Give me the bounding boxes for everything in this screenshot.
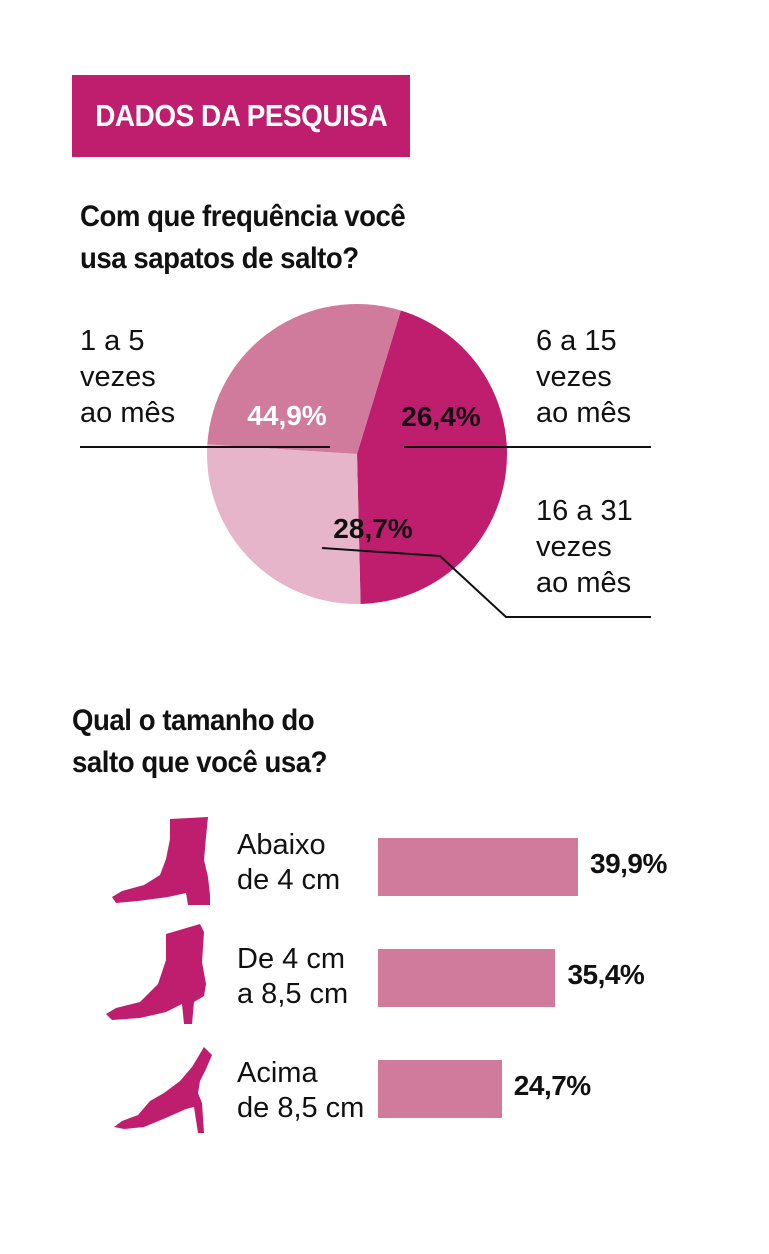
ankle-boot-icon [112,817,210,905]
leader-line-3 [321,547,651,618]
title-banner: DADOS DA PESQUISA [72,75,410,157]
bar-question: Qual o tamanho do salto que você usa? [72,700,328,784]
high-boot-icon [106,924,206,1024]
pie-label-3-line-2: vezes [536,531,612,563]
pie-value-label-2: 26,4% [401,401,480,432]
bar-category-1-line-2: de 4 cm [237,864,341,896]
pie-question-line-2: usa sapatos de salto? [80,242,359,275]
stiletto-icon [114,1047,212,1133]
bar-category-3-line-2: de 8,5 cm [237,1092,365,1124]
bar-value-1: 39,9% [590,848,667,879]
pie-chart: 44,9% 26,4% 28,7% [80,304,651,618]
pie-label-2-line-3: ao mês [536,397,632,429]
bar-value-3: 24,7% [513,1070,591,1101]
bar-category-3-line-1: Acima [237,1057,318,1089]
bar-category-3: Acima de 8,5 cm [237,1056,364,1126]
bar-question-line-2: salto que você usa? [72,746,328,779]
pie-label-1-line-2: vezes [80,361,156,393]
pie-label-6-a-15: 6 a 15 vezes ao mês [536,323,631,431]
pie-question: Com que frequência você usa sapatos de s… [80,196,406,280]
bar-value-2: 35,4% [567,959,645,990]
pie-label-3-line-1: 16 a 31 [536,495,633,527]
pie-label-2-line-2: vezes [536,361,612,393]
banner-title: DADOS DA PESQUISA [94,98,388,133]
pie-label-1-line-1: 1 a 5 [80,325,145,357]
bar-category-2: De 4 cm a 8,5 cm [237,942,348,1012]
pie-question-line-1: Com que frequência você [80,200,406,233]
bar-4-a-8-5cm [378,949,556,1007]
pie-value-label-1: 44,9% [247,400,326,431]
pie-slice-3 [207,304,401,454]
pie-label-1-line-3: ao mês [80,397,176,429]
pie-slice-1 [357,310,508,604]
bar-category-1: Abaixo de 4 cm [237,828,340,898]
bar-category-2-line-1: De 4 cm [237,943,345,975]
pie-label-3-line-3: ao mês [536,567,632,599]
bar-abaixo-4cm [378,838,578,896]
bar-category-2-line-2: a 8,5 cm [237,978,349,1010]
pie-value-label-3: 28,7% [333,513,412,544]
pie-label-16-a-31: 16 a 31 vezes ao mês [536,493,633,601]
pie-label-1-a-5: 1 a 5 vezes ao mês [80,323,175,431]
bar-category-1-line-1: Abaixo [237,829,326,861]
bar-acima-8-5cm [378,1060,502,1118]
pie-label-2-line-1: 6 a 15 [536,325,617,357]
pie-slice-2 [206,444,361,604]
bar-question-line-1: Qual o tamanho do [72,704,315,737]
